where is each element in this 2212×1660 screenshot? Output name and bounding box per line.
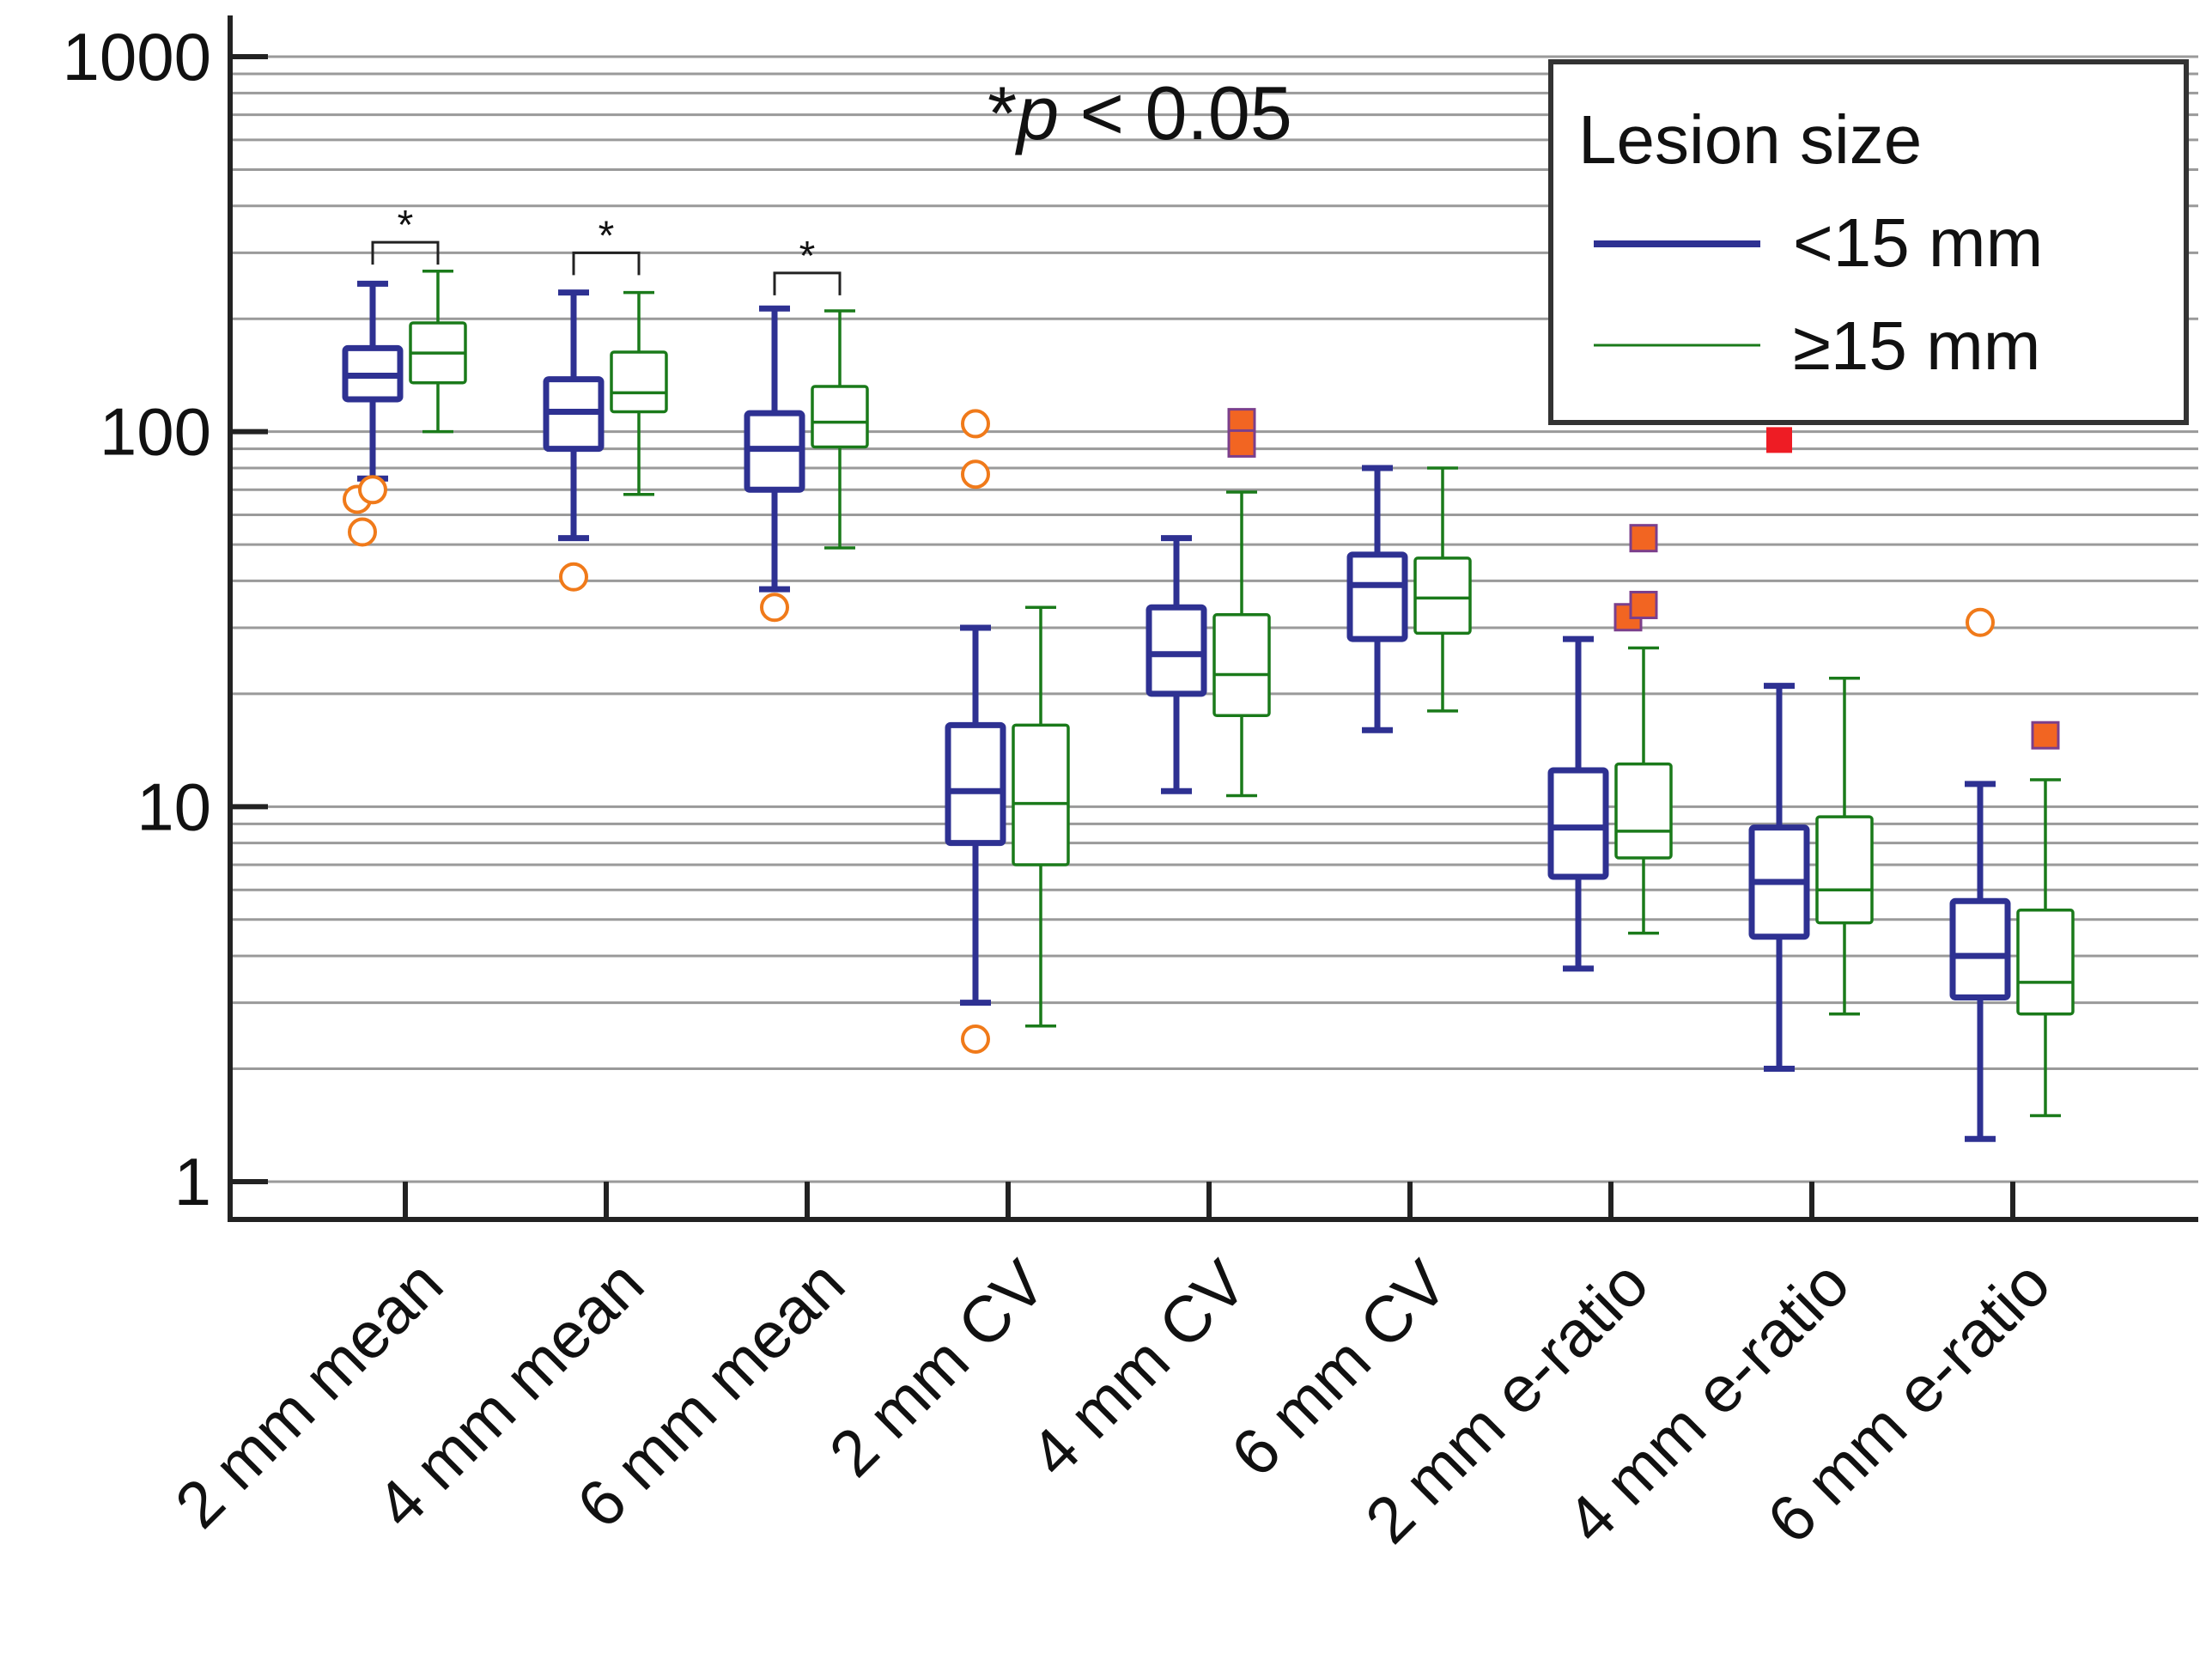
category-label: 4 mm CV	[1017, 1247, 1261, 1491]
outliers	[343, 408, 2060, 1054]
box-small	[1547, 635, 1609, 972]
box-iqr	[1614, 762, 1673, 860]
outlier-square	[1629, 524, 1658, 553]
significance-star: *	[799, 234, 816, 279]
box-small	[744, 305, 805, 593]
box-iqr	[610, 350, 668, 414]
box-small	[543, 289, 605, 542]
outlier-circle	[358, 475, 387, 505]
box-iqr	[1949, 897, 2011, 1000]
box-plots	[342, 269, 2075, 1142]
box-iqr	[2016, 908, 2075, 1016]
box-iqr	[945, 721, 1006, 847]
box-small	[1949, 781, 2011, 1142]
significance-brackets: * * *	[371, 203, 842, 295]
box-iqr	[1146, 604, 1207, 697]
box-large	[1815, 677, 1874, 1016]
outlier-square	[2031, 721, 2060, 750]
box-small	[1146, 535, 1207, 794]
legend-label-large: ≥15 mm	[1793, 307, 2040, 384]
box-large	[2016, 778, 2075, 1117]
outlier-circle	[961, 459, 990, 489]
outlier-circle	[961, 1024, 990, 1054]
significance-bracket	[572, 251, 641, 276]
y-tick-label: 1	[174, 1144, 211, 1219]
box-iqr	[1413, 556, 1472, 635]
outlier-circle	[1966, 607, 1995, 637]
box-small	[342, 280, 404, 482]
box-large	[1413, 466, 1472, 713]
box-iqr	[811, 385, 869, 449]
y-tick-label: 1000	[62, 19, 211, 94]
box-iqr	[1212, 613, 1271, 717]
outlier-circle	[559, 562, 588, 592]
box-large	[610, 290, 668, 496]
outlier-circle	[760, 593, 789, 623]
legend: Lesion size <15 mm ≥15 mm	[1548, 59, 2189, 425]
significance-star: *	[599, 213, 615, 258]
legend-label-small: <15 mm	[1793, 204, 2043, 281]
box-large	[1212, 490, 1271, 798]
axes: 1 10 100 1000	[62, 15, 2198, 1222]
category-label: 2 mm CV	[816, 1247, 1060, 1491]
legend-title: Lesion size	[1578, 101, 1922, 178]
outlier-square	[1629, 590, 1658, 619]
box-iqr	[1346, 551, 1408, 642]
significance-bracket	[773, 271, 842, 295]
box-large	[811, 309, 869, 550]
box-iqr	[1012, 723, 1070, 866]
box-iqr	[1547, 767, 1609, 880]
outlier-circle	[348, 517, 377, 547]
significance-bracket	[371, 240, 440, 265]
outlier-circle	[961, 409, 990, 439]
outlier-square	[1227, 429, 1256, 458]
box-small	[1346, 465, 1408, 733]
y-tick-label: 100	[100, 394, 211, 470]
p-value-annotation: *p < 0.05	[988, 70, 1292, 155]
box-large	[1012, 605, 1070, 1028]
significance-star: *	[398, 203, 414, 248]
box-iqr	[1815, 815, 1874, 925]
box-large	[1614, 646, 1673, 935]
y-tick-label: 10	[137, 769, 211, 844]
box-small	[945, 624, 1006, 1006]
outlier-square	[1766, 427, 1792, 453]
box-large	[409, 269, 467, 434]
box-small	[1748, 683, 1810, 1073]
